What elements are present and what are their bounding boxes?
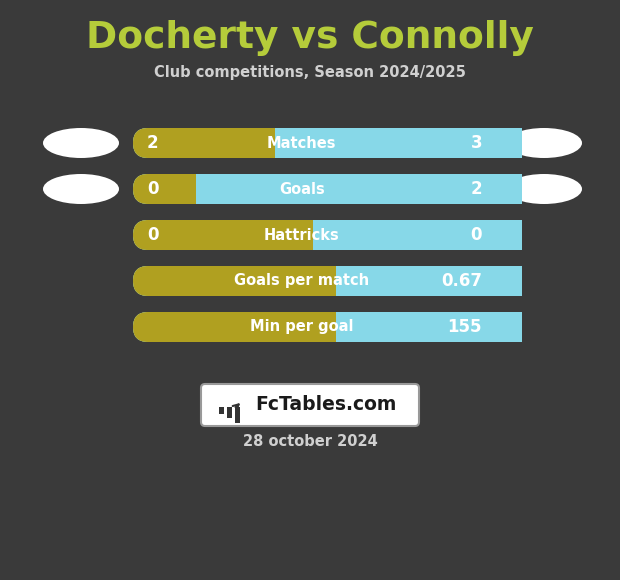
Ellipse shape <box>506 174 582 204</box>
FancyBboxPatch shape <box>133 266 492 296</box>
Ellipse shape <box>43 128 119 158</box>
FancyBboxPatch shape <box>133 220 492 250</box>
Text: FcTables.com: FcTables.com <box>255 396 397 415</box>
FancyBboxPatch shape <box>133 312 492 342</box>
Ellipse shape <box>43 174 119 204</box>
FancyBboxPatch shape <box>460 128 494 158</box>
Text: Hattricks: Hattricks <box>264 227 340 242</box>
FancyBboxPatch shape <box>133 312 492 342</box>
FancyBboxPatch shape <box>133 128 492 158</box>
Bar <box>336 312 522 342</box>
FancyBboxPatch shape <box>460 220 494 250</box>
Text: 0: 0 <box>147 226 159 244</box>
FancyBboxPatch shape <box>133 174 492 204</box>
FancyBboxPatch shape <box>460 174 494 204</box>
Bar <box>275 128 522 158</box>
Text: 155: 155 <box>448 318 482 336</box>
FancyBboxPatch shape <box>133 220 492 250</box>
Text: Docherty vs Connolly: Docherty vs Connolly <box>86 20 534 56</box>
FancyBboxPatch shape <box>133 128 492 158</box>
Bar <box>312 220 522 250</box>
Bar <box>196 174 522 204</box>
FancyBboxPatch shape <box>201 384 419 426</box>
FancyBboxPatch shape <box>460 312 494 342</box>
Text: 2: 2 <box>147 134 159 152</box>
Bar <box>219 407 224 414</box>
Text: 0: 0 <box>147 180 159 198</box>
FancyBboxPatch shape <box>133 312 492 342</box>
Bar <box>227 407 232 418</box>
Bar <box>336 266 522 296</box>
Text: Goals: Goals <box>279 182 325 197</box>
Text: 2: 2 <box>471 180 482 198</box>
Ellipse shape <box>506 128 582 158</box>
Text: 0.67: 0.67 <box>441 272 482 290</box>
Text: Min per goal: Min per goal <box>250 320 353 335</box>
Text: 0: 0 <box>471 226 482 244</box>
FancyBboxPatch shape <box>133 266 492 296</box>
Text: Goals per match: Goals per match <box>234 274 370 288</box>
FancyBboxPatch shape <box>133 220 492 250</box>
FancyBboxPatch shape <box>133 174 492 204</box>
FancyBboxPatch shape <box>133 174 492 204</box>
Bar <box>235 407 240 423</box>
FancyBboxPatch shape <box>460 266 494 296</box>
FancyBboxPatch shape <box>133 266 492 296</box>
FancyBboxPatch shape <box>133 128 492 158</box>
Text: Club competitions, Season 2024/2025: Club competitions, Season 2024/2025 <box>154 64 466 79</box>
Text: 28 october 2024: 28 october 2024 <box>242 434 378 450</box>
Text: Matches: Matches <box>267 136 337 150</box>
Text: 3: 3 <box>471 134 482 152</box>
